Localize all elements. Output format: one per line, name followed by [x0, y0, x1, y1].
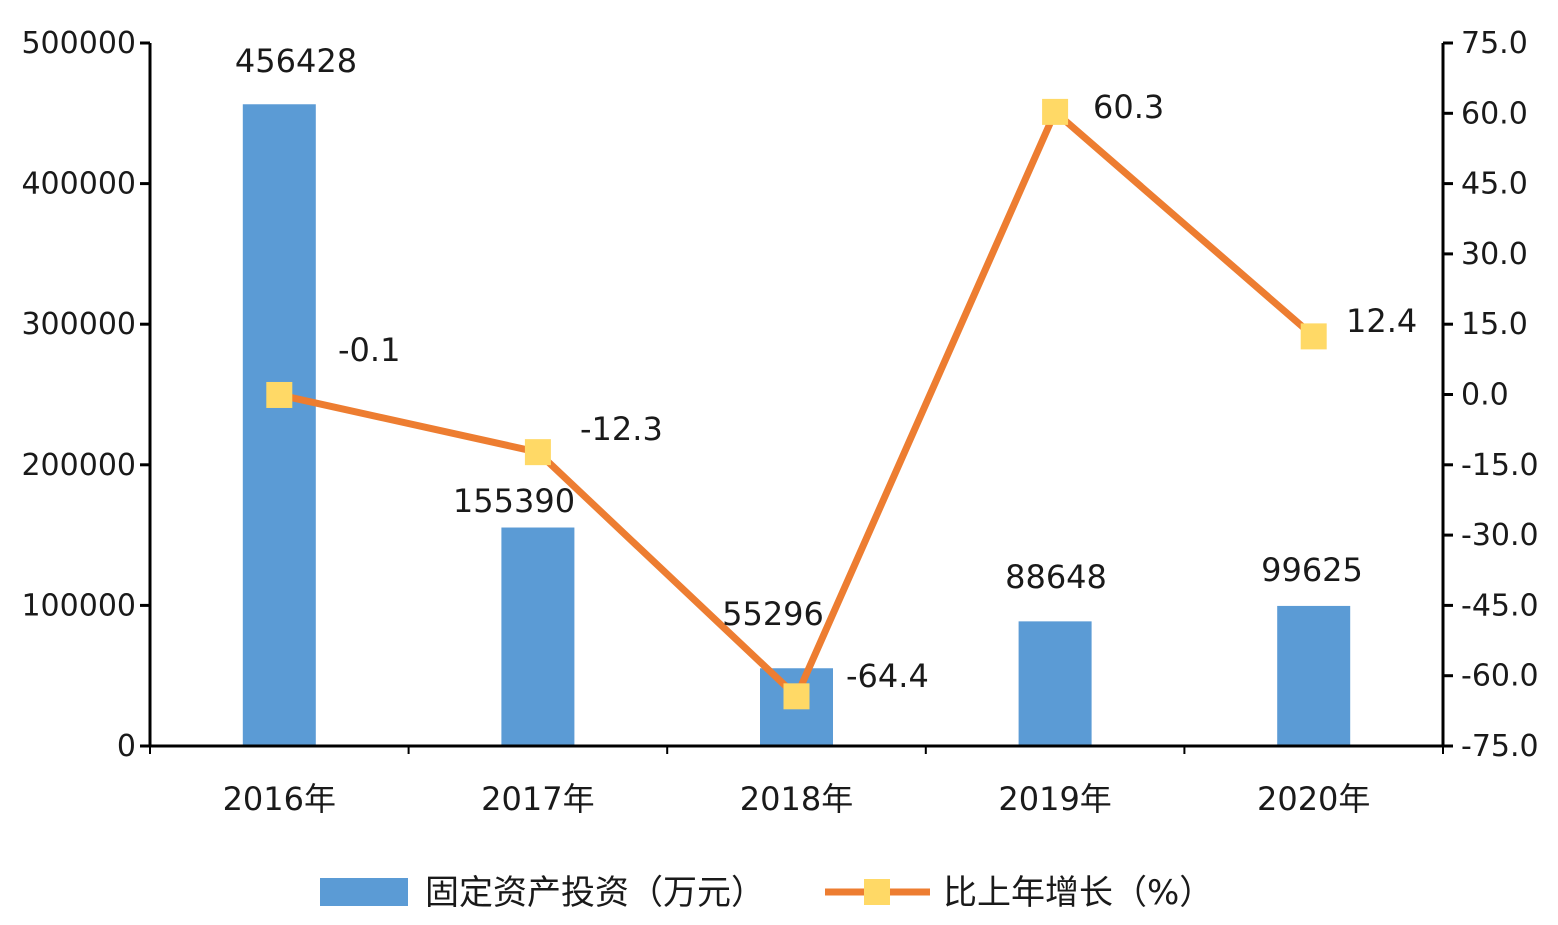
line-layer — [266, 98, 1327, 710]
x-tick-label: 2020年 — [1257, 780, 1370, 818]
y-right-tick-label: -75.0 — [1461, 729, 1539, 764]
y-right-tick-label: -60.0 — [1461, 659, 1539, 694]
y-right-tick-label: 15.0 — [1461, 307, 1528, 342]
bar-2019年 — [1018, 621, 1092, 746]
x-tick-label: 2018年 — [740, 780, 853, 818]
bar-2020年 — [1277, 605, 1351, 746]
bar-2017年 — [501, 527, 575, 746]
y-right-tick-label: -30.0 — [1461, 518, 1539, 553]
legend-bar-label: 固定资产投资（万元） — [425, 873, 765, 913]
line-value-label: -64.4 — [846, 657, 929, 695]
bar-value-label: 155390 — [453, 482, 575, 520]
bar-2016年 — [242, 104, 316, 747]
legend-line-label: 比上年增长（%） — [943, 873, 1213, 913]
bars-layer — [242, 104, 1351, 747]
growth-point-2016年 — [266, 381, 293, 408]
y-left-tick-label: 300000 — [21, 307, 136, 342]
growth-point-2019年 — [1042, 98, 1069, 125]
line-value-label: -0.1 — [338, 331, 400, 369]
legend-bar-swatch — [320, 878, 408, 906]
x-tick-label: 2016年 — [223, 780, 336, 818]
bar-value-label: 99625 — [1261, 551, 1363, 589]
legend-line-marker — [864, 879, 890, 905]
y-right-tick-label: 45.0 — [1461, 167, 1528, 202]
y-right-tick-label: -45.0 — [1461, 588, 1539, 623]
x-tick-label: 2019年 — [998, 780, 1111, 818]
bar-value-label: 456428 — [235, 42, 357, 80]
bar-value-label: 55296 — [722, 595, 824, 633]
y-left-tick-label: 0 — [117, 729, 136, 764]
y-right-tick-label: -15.0 — [1461, 448, 1539, 483]
y-left-tick-label: 400000 — [21, 167, 136, 202]
y-left-tick-label: 500000 — [21, 26, 136, 61]
growth-point-2018年 — [783, 683, 810, 710]
line-value-label: 60.3 — [1093, 88, 1164, 126]
line-value-label: -12.3 — [580, 410, 663, 448]
x-tick-label: 2017年 — [481, 780, 594, 818]
legend: 固定资产投资（万元） 比上年增长（%） — [320, 873, 1213, 913]
line-value-label: 12.4 — [1346, 302, 1417, 340]
y-right-tick-label: 75.0 — [1461, 26, 1528, 61]
labels-layer: 456428 155390 55296 88648 99625 -0.1 -12.3 -64.… — [235, 42, 1417, 695]
y-right-tick-label: 0.0 — [1461, 378, 1509, 413]
y-left-tick-label: 100000 — [21, 588, 136, 623]
bar-value-label: 88648 — [1005, 558, 1107, 596]
y-right-tick-label: 60.0 — [1461, 96, 1528, 131]
y-left-tick-label: 200000 — [21, 448, 136, 483]
growth-point-2020年 — [1300, 323, 1327, 350]
y-right-tick-label: 30.0 — [1461, 237, 1528, 272]
axes-layer: 0 100000 200000 300000 400000 500000 -75.0 -60.… — [21, 26, 1538, 818]
growth-point-2017年 — [524, 439, 551, 466]
